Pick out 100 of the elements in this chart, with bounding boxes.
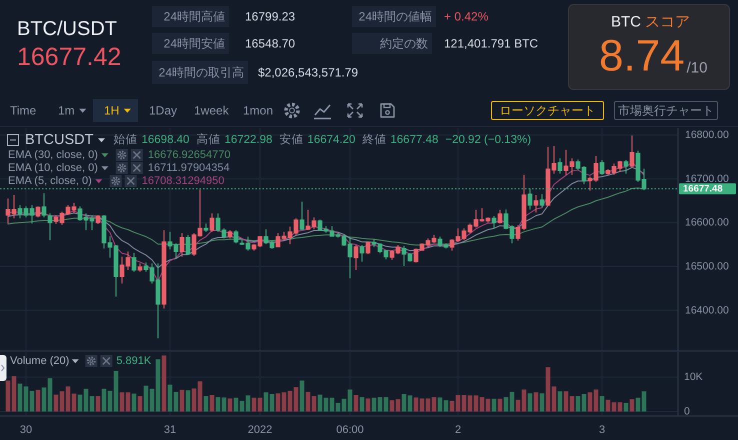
ref-line-label: 16677.48 bbox=[683, 183, 723, 194]
bar bbox=[498, 398, 502, 412]
legend-label: EMA (5, close, 0) bbox=[8, 175, 92, 187]
text: 24時間安値 bbox=[164, 36, 225, 50]
bar bbox=[36, 390, 40, 412]
candlestick bbox=[186, 234, 190, 256]
x-tick-label: 2022 bbox=[248, 424, 272, 436]
candlestick bbox=[600, 159, 604, 176]
legend-label: EMA (10, close, 0) bbox=[8, 162, 98, 174]
text: BTC/USDT bbox=[17, 18, 117, 40]
candlestick bbox=[498, 209, 502, 224]
annotation: 安値 bbox=[279, 132, 304, 146]
bar bbox=[132, 394, 136, 412]
annotation: −20.92 (−0.13%) bbox=[445, 134, 532, 146]
bar bbox=[228, 398, 232, 412]
candlestick bbox=[96, 214, 100, 224]
candlestick bbox=[354, 244, 358, 270]
annotation: 始値 bbox=[113, 133, 138, 146]
candlestick bbox=[228, 230, 232, 239]
line-series bbox=[8, 188, 644, 246]
x-tick-label: 06:00 bbox=[336, 424, 364, 436]
text: + 0.42% bbox=[444, 10, 489, 24]
bar bbox=[528, 393, 532, 412]
candlestick bbox=[540, 194, 544, 208]
chart-title: Volume (20) bbox=[10, 355, 70, 367]
candlestick bbox=[492, 216, 496, 229]
y-tick-label: 10K bbox=[684, 371, 703, 384]
text: スコア bbox=[645, 14, 690, 30]
text: /10 bbox=[686, 60, 708, 76]
text: 1week bbox=[194, 104, 230, 118]
candlestick bbox=[360, 244, 364, 262]
text: 24時間の取引高 bbox=[158, 66, 244, 80]
text: 16677.42 bbox=[17, 43, 122, 71]
annotation: 16677.48 bbox=[390, 134, 438, 146]
annotation: 16708.31294950 bbox=[142, 175, 224, 187]
annotation: 5.891K bbox=[116, 355, 152, 367]
candlestick bbox=[210, 212, 214, 232]
y-tick-label: 16600.00 bbox=[685, 216, 729, 229]
text: 121,401.791 BTC bbox=[444, 36, 538, 50]
text: 16799.23 bbox=[245, 10, 296, 24]
annotation: 終値 bbox=[361, 133, 386, 146]
x-tick-label: 31 bbox=[164, 424, 176, 436]
y-tick-label: 16400.00 bbox=[685, 304, 729, 316]
candlestick bbox=[132, 252, 136, 272]
candlestick bbox=[234, 230, 238, 244]
candlestick bbox=[300, 201, 304, 231]
text: 8.74 bbox=[599, 32, 685, 80]
line-series bbox=[8, 162, 644, 282]
candlestick bbox=[624, 159, 628, 174]
y-tick-label: 16800.00 bbox=[685, 129, 729, 142]
candlestick bbox=[558, 158, 562, 174]
legend-label: EMA (30, close, 0) bbox=[8, 149, 98, 161]
bar bbox=[366, 398, 370, 412]
bar bbox=[354, 395, 358, 412]
candlestick bbox=[138, 262, 142, 272]
annotation: 16698.40 bbox=[141, 134, 190, 146]
bar bbox=[300, 380, 304, 412]
x-tick-label: 3 bbox=[598, 424, 606, 436]
annotation: 16676.92654770 bbox=[148, 149, 230, 161]
candlestick bbox=[42, 192, 46, 218]
bar bbox=[210, 395, 214, 412]
y-tick-label: 0 bbox=[684, 406, 690, 418]
text: BTC bbox=[611, 14, 642, 30]
candlestick bbox=[204, 223, 208, 232]
bar bbox=[540, 393, 544, 412]
text: $2,026,543,571.79 bbox=[258, 66, 358, 80]
candlestick bbox=[162, 230, 166, 310]
x-tick-label: 30 bbox=[20, 424, 32, 436]
bar bbox=[204, 396, 208, 412]
bar bbox=[630, 399, 634, 412]
text: 約定の数 bbox=[380, 36, 428, 50]
candlestick bbox=[534, 194, 538, 214]
candlestick bbox=[366, 241, 370, 255]
text: 1H bbox=[104, 104, 120, 118]
x-tick-label: 2 bbox=[454, 424, 462, 436]
bar bbox=[180, 390, 184, 412]
text: 1mon bbox=[243, 104, 274, 118]
annotation: 16711.97904354 bbox=[148, 162, 230, 174]
bar bbox=[360, 397, 364, 412]
y-tick-label: 16500.00 bbox=[685, 260, 729, 272]
bar bbox=[138, 396, 142, 412]
bar bbox=[96, 396, 100, 412]
text: Time bbox=[10, 104, 37, 118]
bar bbox=[534, 392, 538, 412]
annotation: 高値 bbox=[196, 132, 220, 146]
bar bbox=[492, 398, 496, 412]
text: 市場奥行チャート bbox=[618, 104, 714, 118]
bar bbox=[558, 391, 562, 412]
bar bbox=[162, 355, 166, 412]
text: 16548.70 bbox=[245, 36, 296, 50]
bar bbox=[600, 396, 604, 412]
text: 24時間高値 bbox=[164, 10, 225, 24]
candlestick bbox=[36, 206, 40, 218]
y-tick-label: 16700.00 bbox=[685, 172, 729, 185]
candlestick bbox=[180, 232, 184, 258]
candlestick bbox=[630, 134, 634, 168]
annotation: 16722.98 bbox=[224, 134, 272, 146]
bar bbox=[186, 390, 190, 412]
annotation: 16674.20 bbox=[307, 134, 356, 146]
chart-title: BTCUSDT bbox=[25, 132, 94, 148]
